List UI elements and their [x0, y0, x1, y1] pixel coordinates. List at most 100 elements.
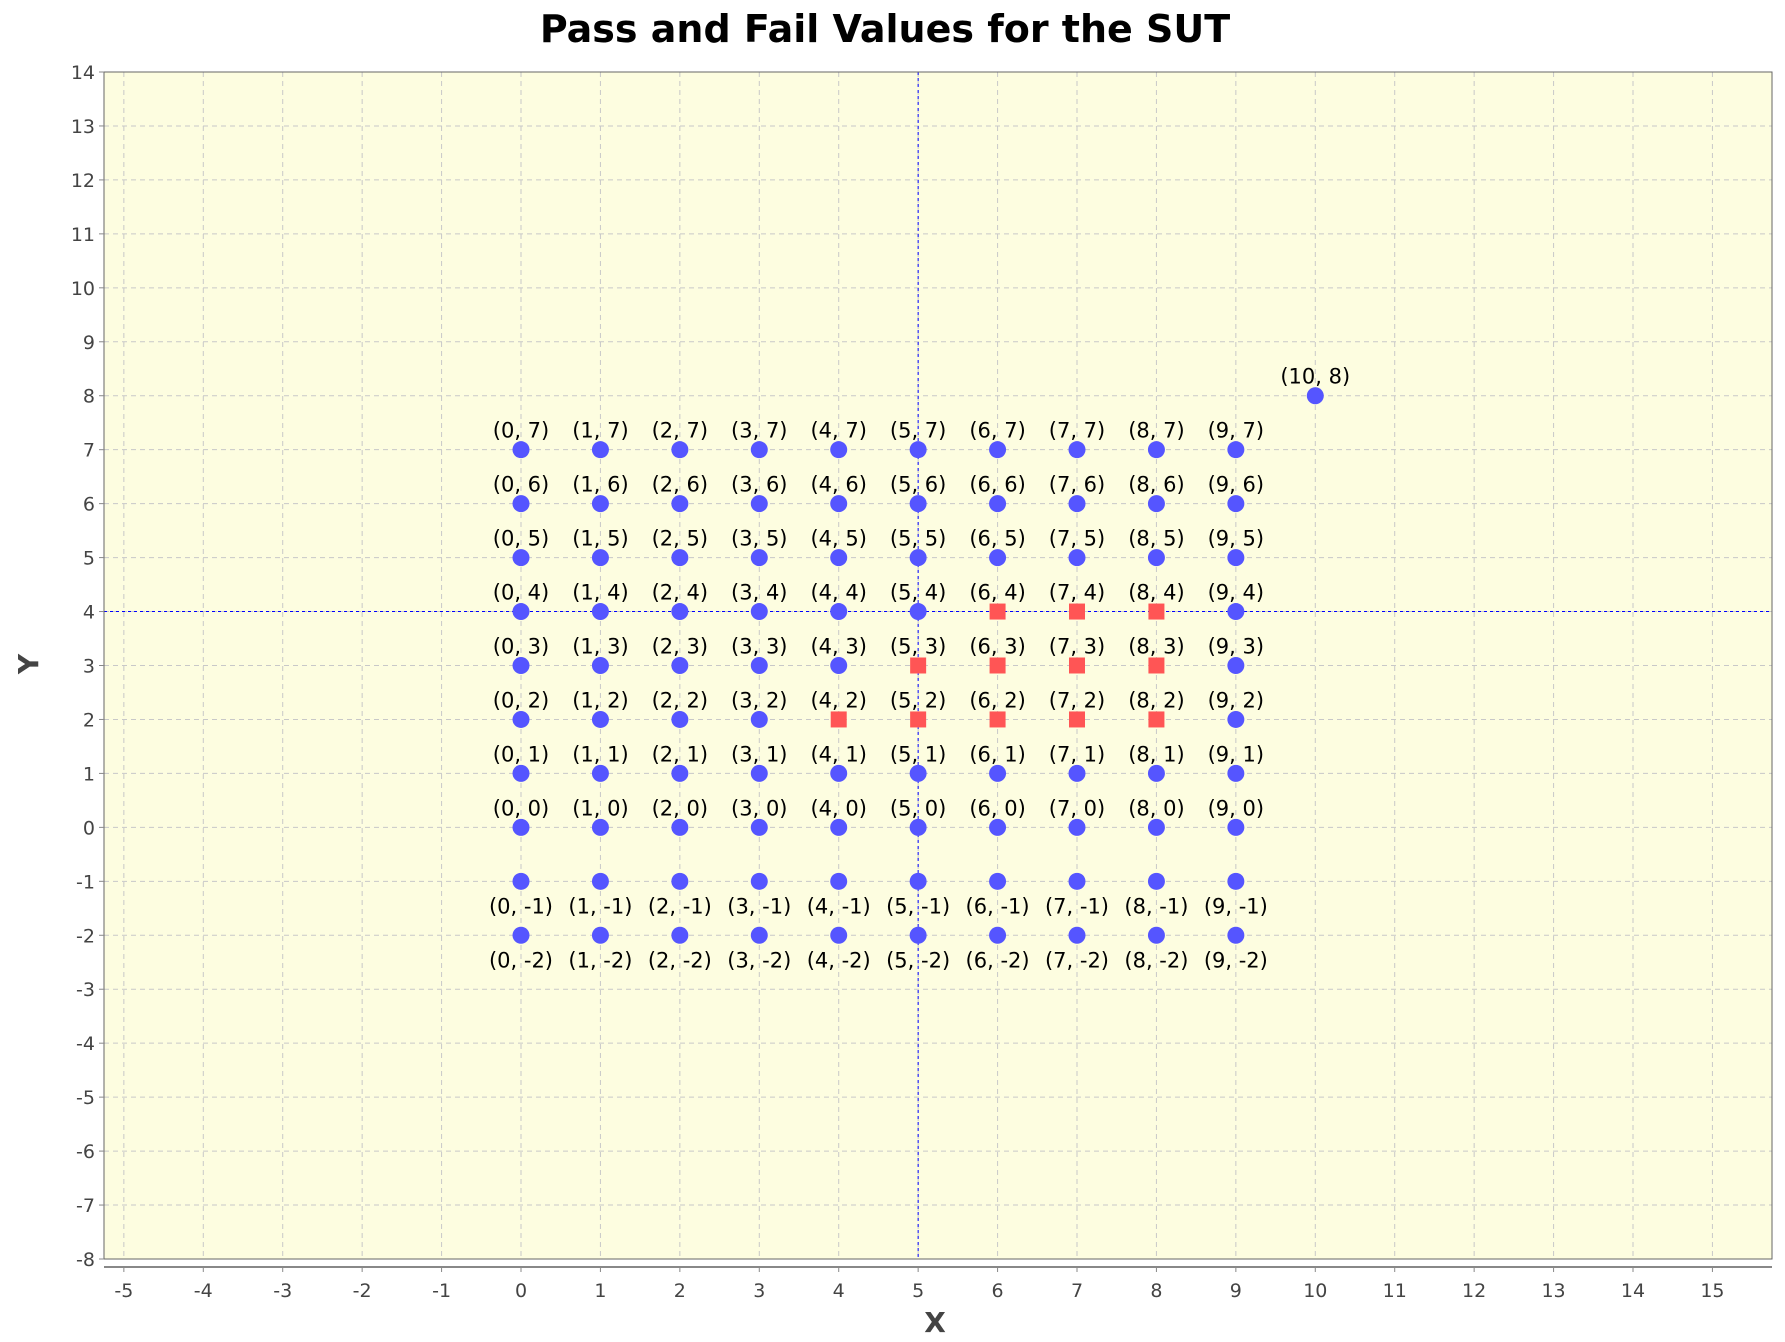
- pass-marker: [750, 710, 768, 728]
- fail-marker: [1148, 603, 1165, 620]
- pass-marker: [750, 441, 768, 459]
- pass-marker: [909, 495, 927, 513]
- pass-marker: [909, 549, 927, 567]
- point-label: (4, 0): [810, 796, 866, 820]
- point-label: (10, 8): [1280, 365, 1350, 389]
- pass-marker: [512, 495, 530, 513]
- x-tick-label: 9: [1230, 1280, 1242, 1302]
- y-tick-label: -7: [76, 1195, 95, 1217]
- x-tick-label: -2: [353, 1280, 372, 1302]
- x-tick-label: 14: [1621, 1280, 1645, 1302]
- point-label: (7, 0): [1049, 796, 1105, 820]
- point-label: (4, 1): [810, 742, 866, 766]
- pass-marker: [909, 603, 927, 621]
- fail-marker: [989, 603, 1006, 620]
- x-tick-label: 11: [1383, 1280, 1407, 1302]
- point-label: (0, 2): [493, 688, 549, 712]
- pass-marker: [512, 441, 530, 459]
- pass-marker: [671, 926, 689, 944]
- pass-marker: [830, 495, 848, 513]
- x-tick-label: 1: [594, 1280, 606, 1302]
- point-label: (3, 4): [731, 581, 787, 605]
- pass-marker: [512, 872, 530, 890]
- pass-marker: [591, 764, 609, 782]
- pass-marker: [1227, 657, 1245, 674]
- pass-marker: [1227, 495, 1245, 513]
- pass-marker: [909, 926, 927, 944]
- point-label: (2, 1): [652, 742, 708, 766]
- fail-marker: [1069, 657, 1085, 674]
- point-label: (5, 3): [890, 635, 946, 659]
- pass-marker: [1147, 872, 1165, 890]
- pass-marker: [1227, 818, 1245, 836]
- point-label: (1, 1): [572, 742, 628, 766]
- pass-marker: [1068, 495, 1086, 513]
- point-label: (9, 3): [1208, 635, 1264, 659]
- pass-marker: [1306, 387, 1324, 405]
- point-label: (9, 7): [1208, 419, 1264, 443]
- pass-marker: [830, 872, 848, 890]
- point-label: (0, -1): [489, 894, 553, 918]
- y-tick-label: 9: [83, 332, 95, 354]
- x-tick-label: -3: [273, 1280, 292, 1302]
- fail-marker: [1069, 603, 1085, 620]
- point-label: (9, 4): [1208, 581, 1264, 605]
- point-label: (4, -2): [807, 948, 871, 972]
- point-label: (0, 5): [493, 527, 549, 551]
- pass-marker: [1227, 872, 1245, 890]
- pass-marker: [591, 926, 609, 944]
- point-label: (2, -2): [648, 948, 712, 972]
- point-label: (6, 3): [969, 635, 1025, 659]
- point-label: (8, 2): [1128, 688, 1184, 712]
- point-label: (4, 2): [810, 688, 866, 712]
- pass-marker: [671, 549, 689, 567]
- pass-marker: [830, 441, 848, 459]
- point-label: (3, 5): [731, 527, 787, 551]
- pass-marker: [989, 495, 1007, 513]
- pass-marker: [591, 549, 609, 567]
- point-label: (6, -2): [966, 948, 1030, 972]
- pass-marker: [1147, 495, 1165, 513]
- point-label: (7, 5): [1049, 527, 1105, 551]
- point-label: (8, 1): [1128, 742, 1184, 766]
- pass-marker: [671, 710, 689, 728]
- fail-marker: [989, 657, 1006, 674]
- pass-marker: [830, 549, 848, 567]
- pass-marker: [1227, 549, 1245, 567]
- y-tick-label: 7: [83, 440, 95, 462]
- point-label: (8, -1): [1124, 894, 1188, 918]
- point-label: (3, 0): [731, 796, 787, 820]
- y-tick-label: 3: [83, 656, 95, 678]
- point-label: (7, -1): [1045, 894, 1109, 918]
- pass-marker: [671, 441, 689, 459]
- point-label: (0, -2): [489, 948, 553, 972]
- pass-marker: [512, 818, 530, 836]
- point-label: (0, 6): [493, 473, 549, 497]
- pass-marker: [671, 764, 689, 782]
- pass-marker: [1227, 710, 1245, 728]
- y-tick-label: -1: [76, 871, 95, 893]
- pass-marker: [671, 657, 689, 674]
- pass-marker: [1068, 872, 1086, 890]
- pass-marker: [1068, 441, 1086, 459]
- point-label: (4, 6): [810, 473, 866, 497]
- point-label: (6, 7): [969, 419, 1025, 443]
- pass-marker: [1147, 764, 1165, 782]
- pass-marker: [591, 657, 609, 674]
- pass-marker: [671, 872, 689, 890]
- pass-marker: [1147, 926, 1165, 944]
- point-label: (9, 1): [1208, 742, 1264, 766]
- point-label: (6, 1): [969, 742, 1025, 766]
- pass-marker: [909, 818, 927, 836]
- point-label: (4, 3): [810, 635, 866, 659]
- y-tick-label: 11: [71, 224, 95, 246]
- y-axis-label: Y: [12, 653, 45, 675]
- point-label: (3, 2): [731, 688, 787, 712]
- point-label: (7, 7): [1049, 419, 1105, 443]
- pass-marker: [512, 603, 530, 621]
- pass-marker: [591, 818, 609, 836]
- point-label: (0, 3): [493, 635, 549, 659]
- point-label: (2, 5): [652, 527, 708, 551]
- fail-marker: [1148, 711, 1165, 728]
- pass-marker: [909, 441, 927, 459]
